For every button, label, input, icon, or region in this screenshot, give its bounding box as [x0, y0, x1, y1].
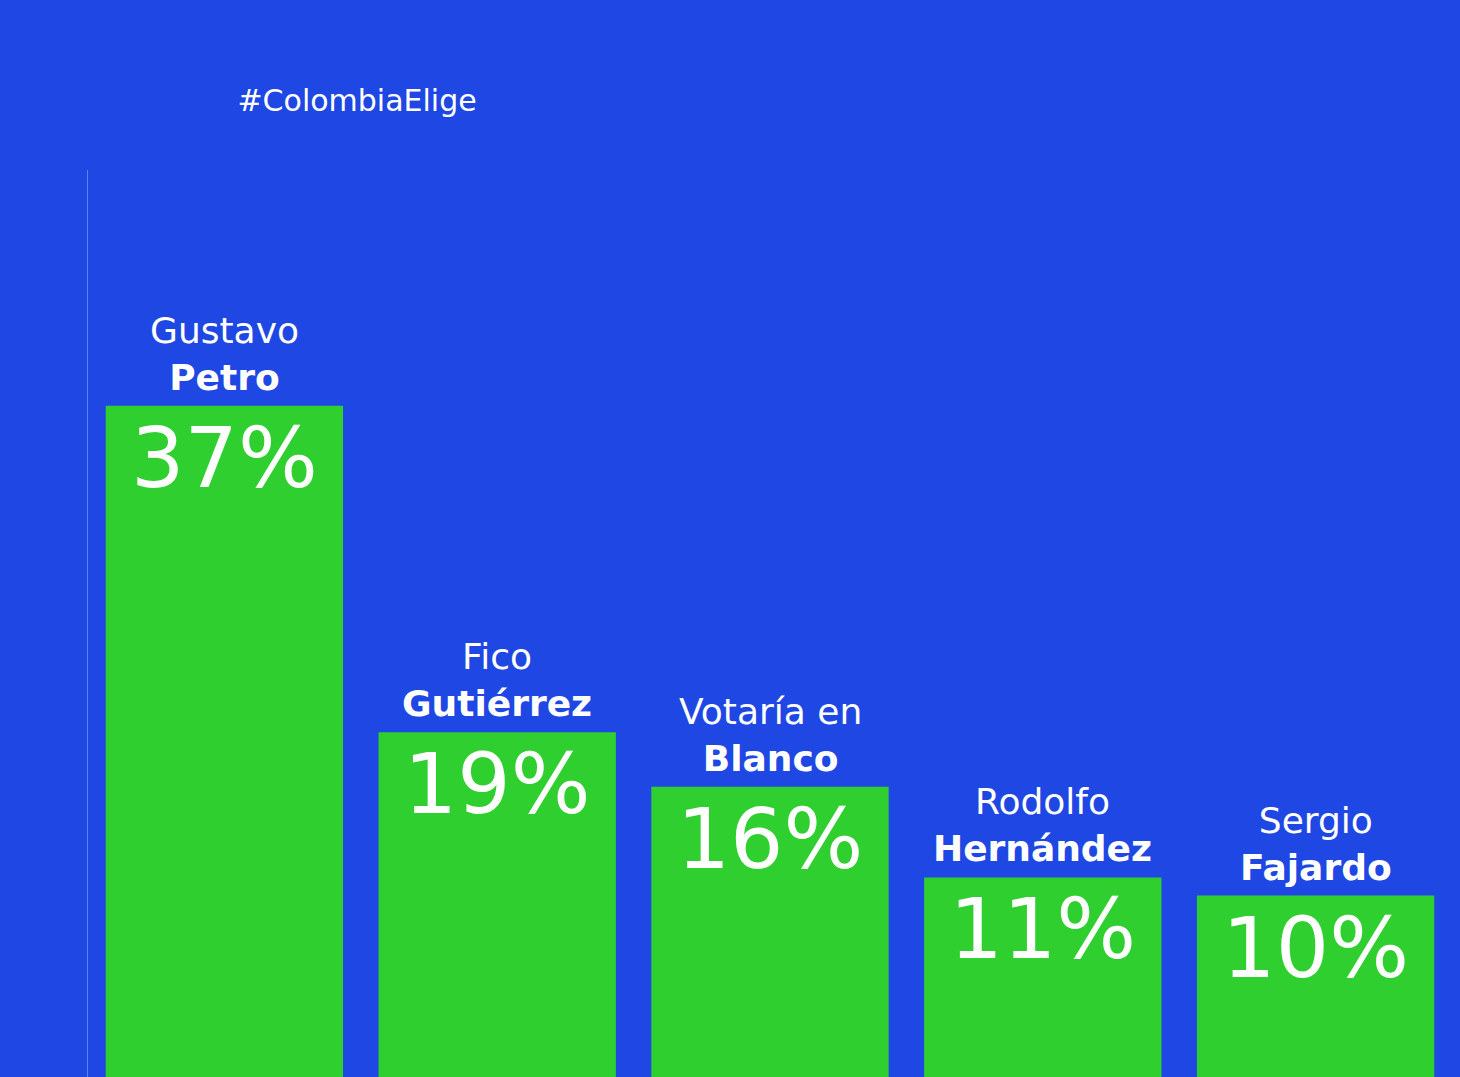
svg-text:Votaría enBlanco: Votaría enBlanco	[679, 691, 862, 779]
svg-text:GustavoPetro: GustavoPetro	[150, 310, 299, 398]
svg-text:#ColombiaElige: #ColombiaElige	[237, 83, 476, 118]
svg-text:FicoGutiérrez: FicoGutiérrez	[402, 636, 592, 724]
svg-text:16%: 16%	[677, 790, 864, 888]
svg-text:37%: 37%	[131, 409, 318, 507]
svg-text:SergioFajardo: SergioFajardo	[1240, 800, 1392, 888]
svg-text:10%: 10%	[1222, 899, 1409, 997]
svg-text:RodolfoHernández: RodolfoHernández	[933, 781, 1152, 869]
svg-text:19%: 19%	[404, 735, 591, 833]
svg-text:11%: 11%	[949, 880, 1136, 978]
